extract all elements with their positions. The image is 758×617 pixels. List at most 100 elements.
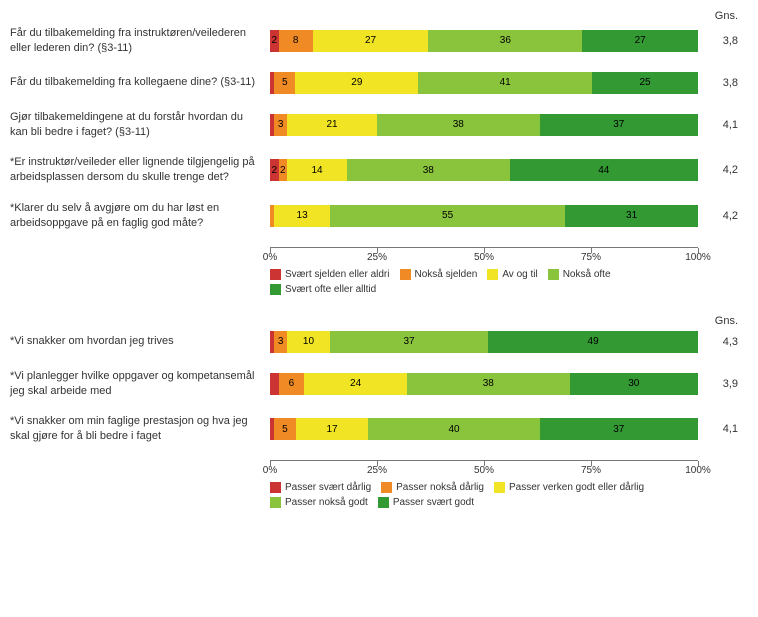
tick-label: 50% bbox=[474, 465, 494, 476]
bar-segment: 25 bbox=[592, 72, 698, 94]
row-label: Gjør tilbakemeldingene at du forstår hvo… bbox=[10, 110, 270, 140]
gns-value: 4,3 bbox=[698, 336, 748, 348]
bar-segment: 10 bbox=[287, 331, 330, 353]
chart-row: *Vi planlegger hvilke oppgaver og kompet… bbox=[10, 369, 748, 399]
legend-swatch bbox=[548, 269, 559, 280]
bar-segment: 6 bbox=[279, 373, 305, 395]
tick-label: 75% bbox=[581, 465, 601, 476]
gns-header: Gns. bbox=[10, 315, 748, 327]
bar-segment: 27 bbox=[313, 30, 429, 52]
legend-swatch bbox=[487, 269, 498, 280]
row-label: *Vi planlegger hvilke oppgaver og kompet… bbox=[10, 369, 270, 399]
bar-area: 6243830 bbox=[270, 373, 698, 395]
bar-segment: 55 bbox=[330, 205, 565, 227]
bar-segment: 5 bbox=[274, 72, 295, 94]
gns-value: 3,8 bbox=[698, 77, 748, 89]
bar-segment: 30 bbox=[570, 373, 698, 395]
tick-label: 100% bbox=[685, 465, 711, 476]
legend-swatch bbox=[378, 497, 389, 508]
bar-segment: 14 bbox=[287, 159, 347, 181]
x-axis: 0%25%50%75%100% bbox=[270, 460, 698, 478]
chart-row: Får du tilbakemelding fra instruktøren/v… bbox=[10, 26, 748, 56]
legend-label: Passer nokså dårlig bbox=[396, 482, 484, 493]
bar-segment: 8 bbox=[279, 30, 313, 52]
legend-item: Passer nokså dårlig bbox=[381, 482, 484, 493]
tick-label: 25% bbox=[367, 252, 387, 263]
chart-row: *Vi snakker om hvordan jeg trives3103749… bbox=[10, 331, 748, 353]
legend-swatch bbox=[400, 269, 411, 280]
tick-label: 100% bbox=[685, 252, 711, 263]
stacked-bar: 5174037 bbox=[270, 418, 698, 440]
legend-label: Passer verken godt eller dårlig bbox=[509, 482, 644, 493]
bar-segment: 36 bbox=[428, 30, 582, 52]
legend-swatch bbox=[381, 482, 392, 493]
gns-value: 3,9 bbox=[698, 378, 748, 390]
stacked-bar: 3213837 bbox=[270, 114, 698, 136]
gns-value: 3,8 bbox=[698, 35, 748, 47]
legend-label: Nokså sjelden bbox=[415, 269, 478, 280]
bar-segment bbox=[270, 373, 279, 395]
chart-block: Gns. Får du tilbakemelding fra instruktør… bbox=[10, 10, 748, 295]
tick-label: 0% bbox=[263, 465, 277, 476]
bar-segment: 31 bbox=[565, 205, 698, 227]
legend-item: Passer nokså godt bbox=[270, 497, 368, 508]
row-label: *Vi snakker om min faglige prestasjon og… bbox=[10, 414, 270, 444]
bar-segment: 37 bbox=[330, 331, 488, 353]
bar-segment: 37 bbox=[540, 418, 698, 440]
stacked-bar: 28273627 bbox=[270, 30, 698, 52]
bar-segment: 38 bbox=[377, 114, 540, 136]
tick-label: 50% bbox=[474, 252, 494, 263]
bar-area: 3213837 bbox=[270, 114, 698, 136]
legend-item: Passer svært dårlig bbox=[270, 482, 371, 493]
axis-row: 0% 25% 50% 75% 100% bbox=[10, 247, 748, 265]
legend-label: Passer svært godt bbox=[393, 497, 474, 508]
bar-segment: 37 bbox=[540, 114, 698, 136]
legend-item: Passer svært godt bbox=[378, 497, 474, 508]
legend-label: Av og til bbox=[502, 269, 537, 280]
stacked-bar: 5294125 bbox=[270, 72, 698, 94]
legend: Passer svært dårlig Passer nokså dårlig Pa… bbox=[270, 482, 698, 508]
row-label: *Vi snakker om hvordan jeg trives bbox=[10, 334, 270, 349]
stacked-bar: 135531 bbox=[270, 205, 698, 227]
bar-segment: 2 bbox=[279, 159, 288, 181]
bar-area: 22143844 bbox=[270, 159, 698, 181]
stacked-bar: 3103749 bbox=[270, 331, 698, 353]
bar-segment: 3 bbox=[274, 114, 287, 136]
gns-value: 4,1 bbox=[698, 423, 748, 435]
legend-label: Svært ofte eller alltid bbox=[285, 284, 376, 295]
legend-label: Nokså ofte bbox=[563, 269, 611, 280]
bar-area: 28273627 bbox=[270, 30, 698, 52]
row-label: Får du tilbakemelding fra instruktøren/v… bbox=[10, 26, 270, 56]
bar-segment: 21 bbox=[287, 114, 377, 136]
bar-segment: 2 bbox=[270, 30, 279, 52]
bar-segment: 41 bbox=[418, 72, 592, 94]
bar-segment: 49 bbox=[488, 331, 698, 353]
legend-swatch bbox=[494, 482, 505, 493]
legend-swatch bbox=[270, 284, 281, 295]
stacked-bar: 6243830 bbox=[270, 373, 698, 395]
bar-segment: 17 bbox=[296, 418, 369, 440]
legend-swatch bbox=[270, 497, 281, 508]
bar-area: 5174037 bbox=[270, 418, 698, 440]
chart-row: Får du tilbakemelding fra kollegaene din… bbox=[10, 72, 748, 94]
tick-label: 0% bbox=[263, 252, 277, 263]
axis-row: 0%25%50%75%100% bbox=[10, 460, 748, 478]
tick-label: 75% bbox=[581, 252, 601, 263]
bar-segment: 27 bbox=[582, 30, 698, 52]
bar-area: 5294125 bbox=[270, 72, 698, 94]
row-label: Får du tilbakemelding fra kollegaene din… bbox=[10, 75, 270, 90]
bar-segment: 13 bbox=[274, 205, 330, 227]
bar-segment: 40 bbox=[368, 418, 539, 440]
gns-value: 4,1 bbox=[698, 119, 748, 131]
chart-row: *Er instruktør/veileder eller lignende t… bbox=[10, 155, 748, 185]
bar-segment: 24 bbox=[304, 373, 407, 395]
legend-label: Passer nokså godt bbox=[285, 497, 368, 508]
bar-segment: 2 bbox=[270, 159, 279, 181]
legend-item: Svært ofte eller alltid bbox=[270, 284, 376, 295]
gns-value: 4,2 bbox=[698, 164, 748, 176]
legend-item: Svært sjelden eller aldri bbox=[270, 269, 390, 280]
gns-header: Gns. bbox=[10, 10, 748, 22]
stacked-bar: 22143844 bbox=[270, 159, 698, 181]
bar-segment: 38 bbox=[347, 159, 510, 181]
row-label: *Er instruktør/veileder eller lignende t… bbox=[10, 155, 270, 185]
